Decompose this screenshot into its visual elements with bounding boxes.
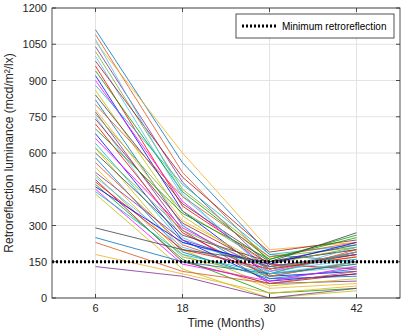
grid-line — [52, 116, 400, 117]
tick — [182, 8, 183, 12]
tick — [396, 153, 400, 154]
tick — [356, 8, 357, 12]
series-line — [96, 52, 357, 257]
series-line — [96, 56, 357, 271]
tick — [396, 116, 400, 117]
tick-label: 750 — [29, 111, 47, 123]
tick-label: 900 — [29, 75, 47, 87]
tick-label: 30 — [263, 302, 275, 314]
tick — [52, 153, 56, 154]
series-line — [96, 124, 357, 276]
x-axis-label: Time (Months) — [188, 316, 265, 330]
grid — [52, 8, 400, 298]
series-line — [96, 114, 357, 264]
series-line — [96, 85, 357, 254]
tick — [396, 8, 400, 9]
series-line — [96, 30, 357, 262]
tick — [52, 225, 56, 226]
series-line — [96, 182, 357, 269]
tick-label: 1200 — [23, 2, 47, 14]
tick — [396, 189, 400, 190]
series-line — [96, 184, 357, 293]
tick — [52, 261, 56, 262]
series-line — [96, 100, 357, 279]
legend: Minimum retroreflection — [236, 14, 394, 38]
series-line — [96, 177, 357, 271]
tick — [269, 8, 270, 12]
series-line — [96, 112, 357, 284]
tick — [95, 294, 96, 298]
series-line — [96, 134, 357, 281]
tick — [396, 298, 400, 299]
series-line — [96, 267, 357, 298]
y-axis-label: Retroreflection luminance (mcd/m²/lx) — [2, 53, 16, 252]
series-line — [96, 153, 357, 262]
chart: 0 150 300 450 600 750 900 1050 1200 6 18 30 42 Time (… — [0, 0, 413, 333]
tick-label: 150 — [29, 256, 47, 268]
tick-label: 0 — [41, 292, 47, 304]
tick — [396, 44, 400, 45]
threshold-line — [52, 260, 400, 263]
series-line — [96, 117, 357, 274]
plot-area — [52, 8, 400, 298]
series-line — [96, 180, 357, 284]
tick — [269, 294, 270, 298]
series-line — [96, 187, 357, 264]
frame — [52, 8, 400, 298]
tick-label: 600 — [29, 147, 47, 159]
legend-label: Minimum retroreflection — [282, 21, 386, 32]
series-line — [96, 139, 357, 272]
tick — [52, 189, 56, 190]
tick — [182, 294, 183, 298]
tick — [95, 8, 96, 12]
tick — [52, 116, 56, 117]
tick-label: 6 — [92, 302, 98, 314]
tick-label: 1050 — [23, 38, 47, 50]
series-line — [96, 66, 357, 269]
series-line — [96, 148, 357, 269]
tick — [52, 8, 56, 9]
series-group — [52, 30, 400, 298]
tick — [52, 44, 56, 45]
series-line — [96, 194, 357, 298]
tick — [356, 294, 357, 298]
tick-label: 18 — [176, 302, 188, 314]
series-line — [96, 228, 357, 262]
legend-swatch — [242, 25, 276, 28]
tick — [396, 261, 400, 262]
tick-label: 450 — [29, 183, 47, 195]
legend-box — [236, 14, 394, 38]
tick — [52, 298, 56, 299]
grid-line — [52, 44, 400, 45]
tick-label: 300 — [29, 220, 47, 232]
tick-label: 42 — [350, 302, 362, 314]
ticks: 0 150 300 450 600 750 900 1050 1200 6 18 30 42 — [23, 2, 400, 314]
tick — [396, 225, 400, 226]
series-line — [96, 110, 357, 267]
tick — [52, 80, 56, 81]
series-line — [96, 76, 357, 277]
series-line — [96, 148, 357, 286]
tick — [396, 80, 400, 81]
series-line — [96, 39, 357, 273]
